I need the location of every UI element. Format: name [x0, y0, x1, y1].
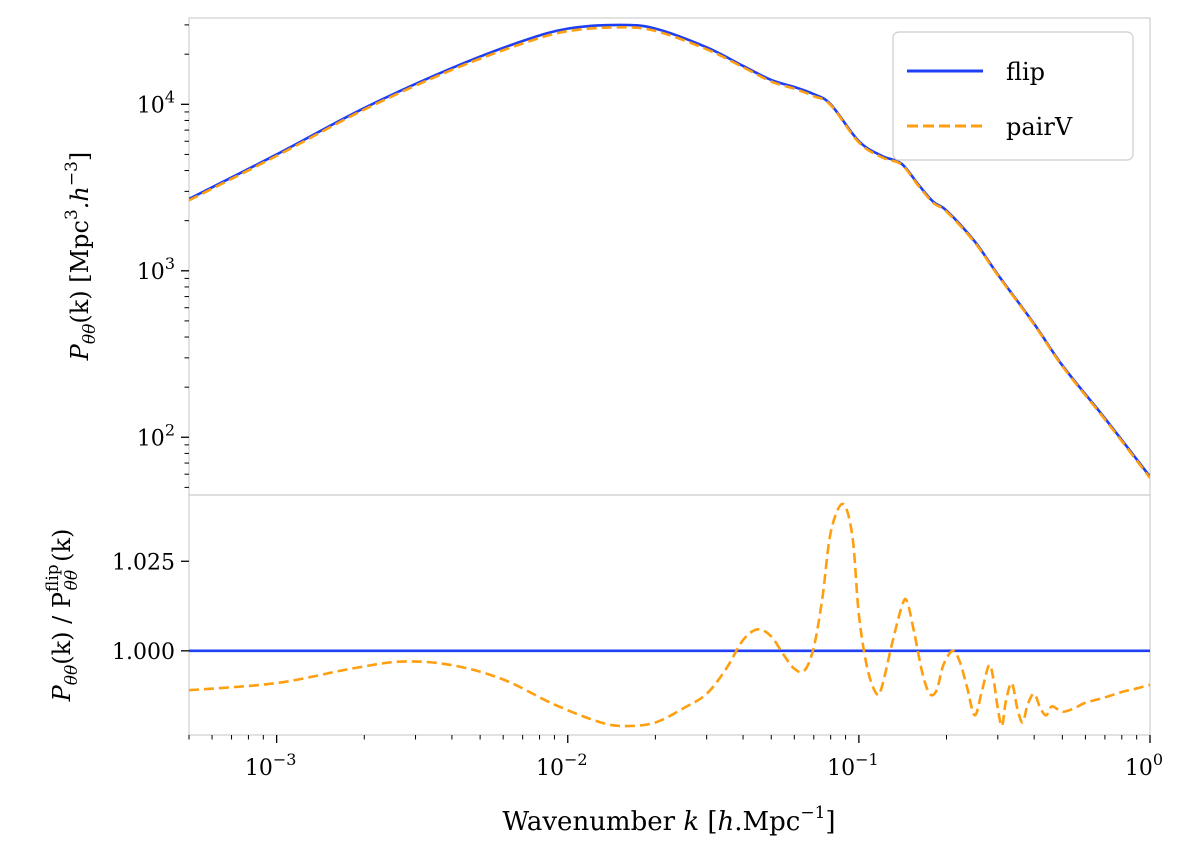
top-ylabel-sub: θθ [80, 324, 100, 344]
x-tick-label: 10−3 [245, 750, 297, 781]
bottom-ylabel-suffix: (k) [48, 529, 76, 562]
top-y-axis-label: Pθθ(k) [Mpc3.h−3] [62, 152, 100, 362]
top-panel: 102 103 104 Pθθ(k) [Mpc3.h−3] flip pairV [62, 17, 1151, 496]
x-axis-label: Wavenumber k [h.Mpc−1] [502, 803, 835, 837]
legend: flip pairV [892, 31, 1134, 161]
legend-flip-label: flip [1006, 58, 1045, 86]
top-ylabel-mid2: .h [66, 186, 94, 209]
xlabel-lb: [ [699, 807, 717, 837]
xlabel-k: k [683, 807, 699, 837]
xlabel-h: h [718, 807, 735, 837]
legend-pairv-label: pairV [1006, 113, 1073, 141]
bottom-ylabel-sup: flip [43, 564, 63, 592]
bottom-ylabel-mid: (k) / P [48, 592, 76, 665]
xlabel-sup: −1 [800, 803, 825, 823]
top-series-pairv [189, 26, 1150, 479]
bottom-y-axis-label: Pθθ(k) / Pflipθθ(k) [43, 529, 82, 703]
top-ylabel-sup1: 3 [62, 209, 82, 220]
bottom-panel: 1.000 1.025 10−3 10−2 10−1 100 Pθθ(k) / Pfli… [43, 494, 1163, 837]
top-ylabel-mid: (k) [Mpc [66, 220, 94, 324]
legend-frame [892, 31, 1134, 161]
x-tick-label: 100 [1125, 750, 1163, 781]
xlabel-pre: Wavenumber [502, 807, 683, 837]
bottom-y-tick-label: 1.025 [112, 550, 175, 575]
bottom-series-pairv [189, 502, 1150, 728]
x-tick-label: 10−1 [827, 750, 879, 781]
bottom-ylabel-sub2: θθ [62, 570, 82, 590]
bottom-ylabel-prefix: P [48, 684, 76, 702]
top-ylabel-sup2: −3 [62, 161, 82, 186]
top-ylabel-suffix: ] [66, 152, 94, 161]
xlabel-rb: ] [825, 807, 835, 837]
bottom-plot-frame [188, 494, 1151, 736]
x-tick-label: 10−2 [536, 750, 588, 781]
bottom-ylabel-sub: θθ [62, 665, 82, 685]
top-ylabel-prefix: P [66, 343, 94, 361]
bottom-y-tick-label: 1.000 [112, 640, 175, 665]
xlabel-mid: .Mpc [734, 807, 800, 837]
top-y-tick-label: 104 [137, 87, 175, 118]
top-y-tick-label: 102 [137, 420, 175, 451]
top-y-tick-label: 103 [137, 254, 175, 285]
